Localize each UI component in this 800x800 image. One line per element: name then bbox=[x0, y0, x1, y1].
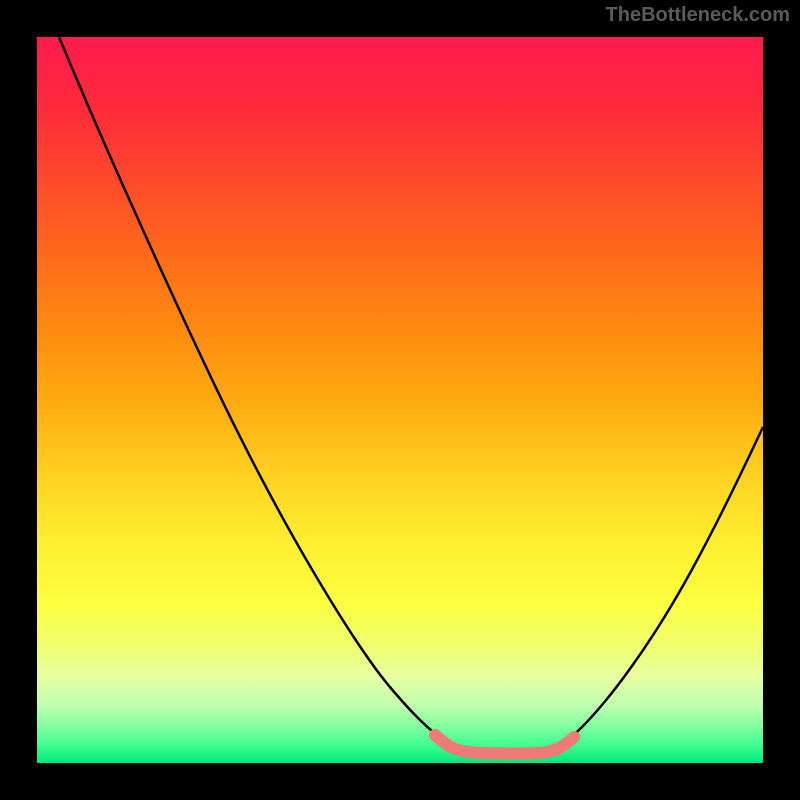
plot-area bbox=[37, 37, 763, 763]
curve-layer bbox=[37, 37, 763, 763]
bottleneck-curve bbox=[59, 37, 763, 752]
watermark-text: TheBottleneck.com bbox=[606, 4, 790, 27]
chart-container: TheBottleneck.com bbox=[0, 0, 800, 800]
trough-marker bbox=[435, 735, 574, 754]
